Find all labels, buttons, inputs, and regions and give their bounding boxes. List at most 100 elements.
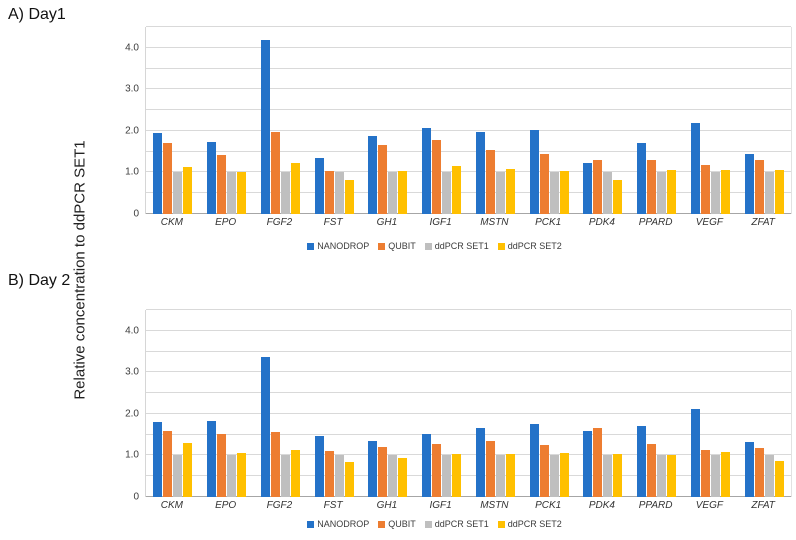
x-category-label-fgf2: FGF2 xyxy=(266,500,293,511)
bar-ddpcr-set1-fgf2 xyxy=(280,172,290,214)
bar-ddpcr-set1-igf1 xyxy=(442,172,452,214)
bar-group-ppard xyxy=(630,27,684,214)
legend-label: ddPCR SET2 xyxy=(507,241,562,251)
bar-ddpcr-set2-fgf2 xyxy=(290,163,300,214)
bar-ddpcr-set2-igf1 xyxy=(452,453,462,497)
bar-nanodrop-pdk4 xyxy=(583,162,593,214)
bar-ddpcr-set2-pdk4 xyxy=(613,453,623,497)
x-category-label-fst: FST xyxy=(323,500,343,511)
bar-qubit-ckm xyxy=(163,431,173,497)
panel-title-b: B) Day 2 xyxy=(8,272,71,289)
bar-nanodrop-igf1 xyxy=(422,127,432,214)
legend-label: QUBIT xyxy=(388,519,416,529)
bar-nanodrop-mstn xyxy=(475,427,485,497)
bar-nanodrop-zfat xyxy=(744,154,754,214)
bar-nanodrop-zfat xyxy=(744,442,754,497)
bar-ddpcr-set1-mstn xyxy=(495,172,505,214)
bar-qubit-fst xyxy=(324,450,334,497)
legend: NANODROP QUBIT ddPCR SET1 ddPCR SET2 xyxy=(112,519,757,529)
bar-qubit-ppard xyxy=(647,443,657,497)
x-category-label-igf1: IGF1 xyxy=(429,500,452,511)
bar-ddpcr-set2-pdk4 xyxy=(613,179,623,214)
bar-qubit-zfat xyxy=(754,160,764,214)
gridline xyxy=(146,88,791,90)
bar-ddpcr-set2-fst xyxy=(344,462,354,497)
gridline xyxy=(146,192,791,194)
legend-item-ddpcr-set1: ddPCR SET1 xyxy=(424,519,489,529)
legend-swatch-icon-nanodrop xyxy=(307,520,315,528)
bar-ddpcr-set2-gh1 xyxy=(398,171,408,214)
x-category-label-vegf: VEGF xyxy=(695,217,723,228)
bar-nanodrop-ppard xyxy=(637,425,647,497)
bar-ddpcr-set2-mstn xyxy=(505,454,515,497)
legend-label: ddPCR SET1 xyxy=(434,241,489,251)
bar-group-zfat xyxy=(737,310,791,497)
bar-nanodrop-fst xyxy=(314,435,324,497)
gridline xyxy=(146,150,791,152)
bar-qubit-gh1 xyxy=(378,145,388,214)
bar-nanodrop-epo xyxy=(207,142,217,214)
y-tick-label: 0 xyxy=(133,208,139,220)
legend-swatch-icon-qubit xyxy=(378,520,386,528)
bar-groups xyxy=(146,27,791,214)
bar-group-mstn xyxy=(469,310,523,497)
bar-ddpcr-set1-gh1 xyxy=(388,455,398,497)
bar-group-pck1 xyxy=(522,27,576,214)
bar-group-ckm xyxy=(146,27,200,214)
gridline xyxy=(146,309,791,310)
legend: NANODROP QUBIT ddPCR SET1 ddPCR SET2 xyxy=(112,241,757,251)
bar-ddpcr-set2-mstn xyxy=(505,169,515,214)
x-category-label-zfat: ZFAT xyxy=(751,500,775,511)
bar-qubit-fst xyxy=(324,170,334,214)
bar-ddpcr-set2-vegf xyxy=(720,169,730,214)
x-category-label-mstn: MSTN xyxy=(480,500,509,511)
bar-nanodrop-fgf2 xyxy=(260,40,270,214)
bar-nanodrop-epo xyxy=(207,420,217,497)
bar-ddpcr-set1-ckm xyxy=(173,172,183,214)
bar-ddpcr-set2-epo xyxy=(237,172,247,214)
bar-ddpcr-set1-pdk4 xyxy=(603,455,613,497)
bar-qubit-epo xyxy=(217,434,227,497)
legend-item-qubit: QUBIT xyxy=(378,241,416,251)
bar-nanodrop-pck1 xyxy=(529,424,539,497)
bar-group-fst xyxy=(307,310,361,497)
bar-nanodrop-ckm xyxy=(153,421,163,497)
legend-item-nanodrop: NANODROP xyxy=(307,241,369,251)
bar-group-fst xyxy=(307,27,361,214)
legend-item-ddpcr-set1: ddPCR SET1 xyxy=(424,241,489,251)
y-tick-label: 4.0 xyxy=(125,325,139,337)
bar-qubit-fgf2 xyxy=(270,431,280,497)
x-category-label-igf1: IGF1 xyxy=(429,217,452,228)
bar-ddpcr-set1-fgf2 xyxy=(280,455,290,497)
bar-group-pdk4 xyxy=(576,27,630,214)
bar-group-igf1 xyxy=(415,27,469,214)
x-category-label-epo: EPO xyxy=(215,500,237,511)
bar-ddpcr-set1-mstn xyxy=(495,455,505,497)
bar-qubit-pdk4 xyxy=(593,160,603,214)
bar-group-gh1 xyxy=(361,310,415,497)
bar-ddpcr-set1-pdk4 xyxy=(603,172,613,214)
bar-nanodrop-vegf xyxy=(690,409,700,497)
bar-ddpcr-set1-fst xyxy=(334,172,344,214)
bar-qubit-pdk4 xyxy=(593,428,603,497)
legend-swatch-icon-ddpcr-set1 xyxy=(424,242,432,250)
bar-nanodrop-fgf2 xyxy=(260,357,270,497)
bar-nanodrop-gh1 xyxy=(368,135,378,214)
panel-title-a: A) Day1 xyxy=(8,6,66,23)
bar-group-igf1 xyxy=(415,310,469,497)
bar-ddpcr-set2-fgf2 xyxy=(290,450,300,497)
x-category-label-pck1: PCK1 xyxy=(535,500,562,511)
y-tick-label: 4.0 xyxy=(125,42,139,54)
bar-ddpcr-set1-ppard xyxy=(657,455,667,497)
bar-group-epo xyxy=(200,310,254,497)
y-tick-label: 2.0 xyxy=(125,125,139,137)
x-category-label-zfat: ZFAT xyxy=(751,217,775,228)
y-tick-label: 1.0 xyxy=(125,166,139,178)
x-category-label-epo: EPO xyxy=(215,217,237,228)
legend-swatch-icon-ddpcr-set1 xyxy=(424,520,432,528)
y-tick-label: 1.0 xyxy=(125,449,139,461)
bar-qubit-vegf xyxy=(700,164,710,214)
bar-ddpcr-set1-vegf xyxy=(710,172,720,214)
gridline xyxy=(146,67,791,69)
